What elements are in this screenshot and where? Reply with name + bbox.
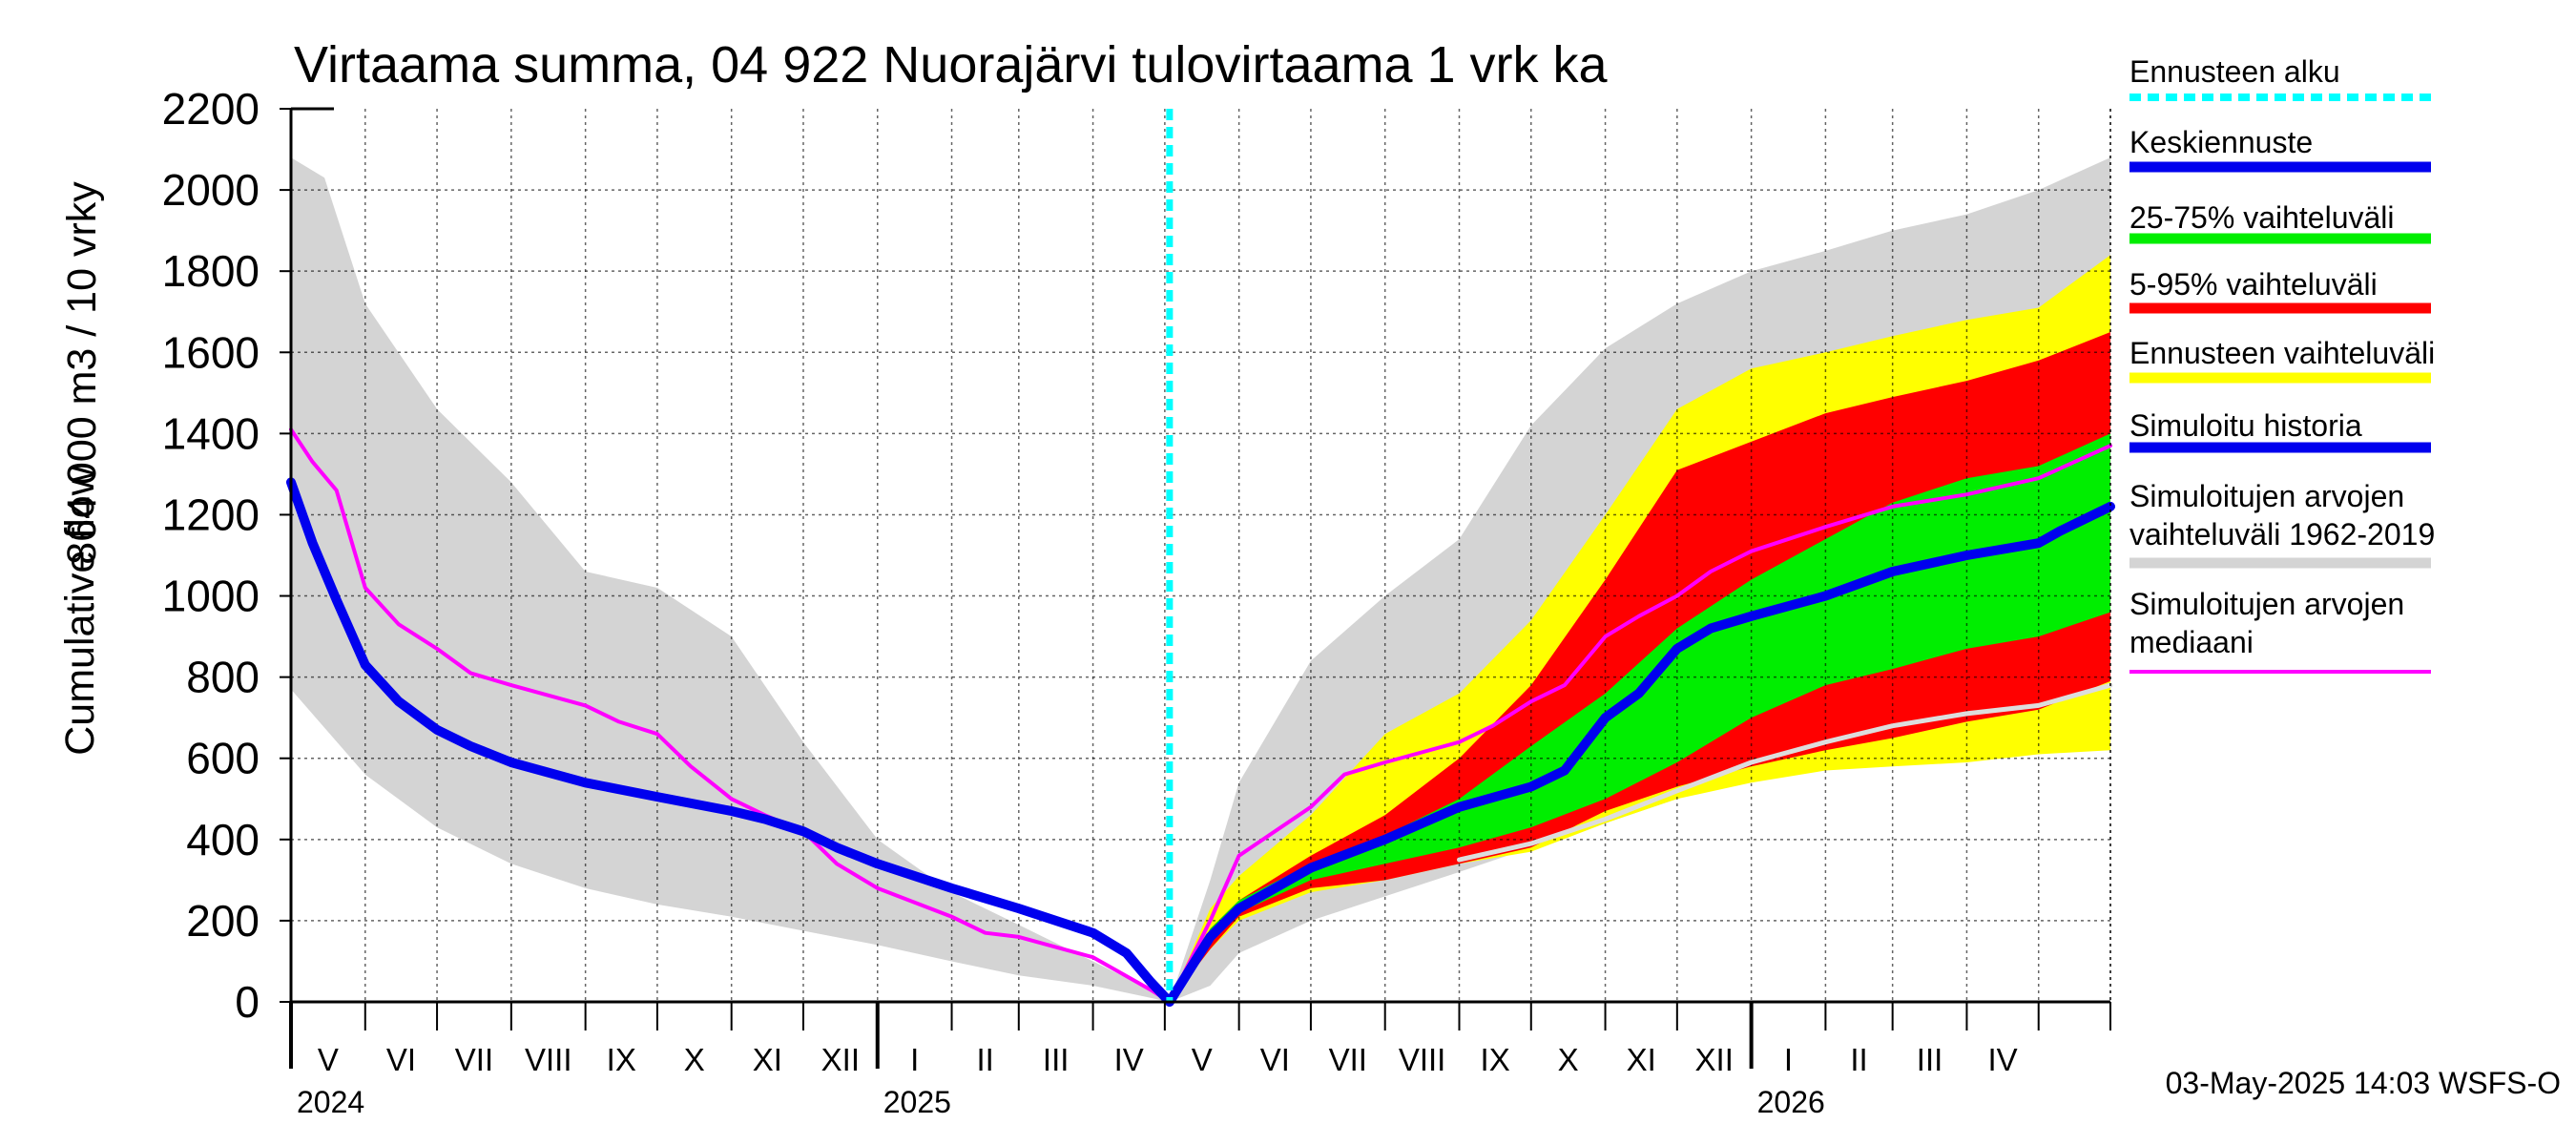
month-label: IX bbox=[607, 1042, 636, 1077]
legend-label: Simuloitujen arvojen bbox=[2129, 587, 2404, 621]
y-tick-label: 1600 bbox=[162, 327, 260, 377]
month-label: X bbox=[1558, 1042, 1579, 1077]
month-label: VIII bbox=[1399, 1042, 1446, 1077]
legend-item: Ennusteen alku bbox=[2129, 54, 2431, 101]
line-sim-median bbox=[289, 427, 2112, 1004]
y-tick-label: 1400 bbox=[162, 408, 260, 458]
legend-label: Simuloitu historia bbox=[2129, 408, 2362, 443]
legend-label: Simuloitujen arvojen bbox=[2129, 479, 2404, 513]
month-label: VIII bbox=[525, 1042, 572, 1077]
month-label: II bbox=[976, 1042, 993, 1077]
month-label: XI bbox=[753, 1042, 782, 1077]
legend-item: Simuloitujen arvojen vaihteluväli 1962-20… bbox=[2129, 479, 2435, 569]
chart-title: Virtaama summa, 04 922 Nuorajärvi tulovi… bbox=[294, 36, 1609, 94]
y-tick-label: 2000 bbox=[162, 165, 260, 215]
legend-label: Keskiennuste bbox=[2129, 125, 2313, 159]
gridlines bbox=[291, 109, 2110, 1002]
y-axis-label-outer: 864 000 m3 / 10 vrky bbox=[59, 181, 105, 565]
series-lines bbox=[286, 427, 2115, 1007]
month-label: XI bbox=[1627, 1042, 1656, 1077]
month-label: VI bbox=[1260, 1042, 1290, 1077]
month-label: IX bbox=[1481, 1042, 1510, 1077]
month-label: IV bbox=[1114, 1042, 1144, 1077]
month-label: III bbox=[1917, 1042, 1943, 1077]
month-label: III bbox=[1043, 1042, 1070, 1077]
month-label: IV bbox=[1987, 1042, 2017, 1077]
year-label: 2026 bbox=[1757, 1085, 1825, 1119]
y-tick-label: 1200 bbox=[162, 489, 260, 539]
year-labels: 2024 2025 2026 bbox=[297, 1085, 1825, 1119]
legend: Ennusteen alku Keskiennuste 25-75% vaihtel… bbox=[2129, 54, 2435, 674]
legend-label: Ennusteen vaihteluväli bbox=[2129, 336, 2435, 370]
month-label: II bbox=[1850, 1042, 1867, 1077]
legend-item: Ennusteen vaihteluväli bbox=[2129, 336, 2435, 384]
month-label: X bbox=[684, 1042, 705, 1077]
month-label: VII bbox=[1329, 1042, 1367, 1077]
month-label: VII bbox=[455, 1042, 493, 1077]
legend-item: Simuloitujen arvojen mediaani bbox=[2129, 587, 2431, 674]
y-tick-label: 1000 bbox=[162, 572, 260, 621]
y-tick-label: 800 bbox=[186, 653, 260, 702]
month-label: VI bbox=[386, 1042, 416, 1077]
legend-item: 5-95% vaihteluväli bbox=[2129, 267, 2431, 314]
axes bbox=[289, 107, 2111, 1004]
line-sim-history bbox=[286, 477, 1174, 1007]
line-mean-forecast bbox=[1164, 501, 2115, 1007]
legend-item: Keskiennuste bbox=[2129, 125, 2431, 173]
legend-label: Ennusteen alku bbox=[2129, 54, 2340, 89]
legend-label: 5-95% vaihteluväli bbox=[2129, 267, 2378, 302]
y-tick-label: 600 bbox=[186, 734, 260, 783]
year-label: 2024 bbox=[297, 1085, 364, 1119]
y-axis-label-inner: Cumulative flow bbox=[57, 465, 103, 755]
y-ticks: 0 200 400 600 800 1000 1200 1400 1600 1800 2000 220… bbox=[162, 84, 291, 1027]
year-label: 2025 bbox=[883, 1085, 951, 1119]
legend-item: Simuloitu historia bbox=[2129, 408, 2431, 453]
legend-item: 25-75% vaihteluväli bbox=[2129, 200, 2431, 244]
y-tick-label: 1800 bbox=[162, 246, 260, 296]
y-tick-label: 2200 bbox=[162, 84, 260, 134]
timestamp: 03-May-2025 14:03 WSFS-O bbox=[2166, 1066, 2561, 1100]
legend-label: 25-75% vaihteluväli bbox=[2129, 200, 2395, 235]
line-hist-median-white bbox=[1457, 682, 2113, 863]
month-label: I bbox=[910, 1042, 919, 1077]
y-tick-label: 0 bbox=[235, 977, 260, 1027]
legend-label: vaihteluväli 1962-2019 bbox=[2129, 517, 2435, 552]
month-labels: V VI VII VIII IX X XI XII I II III IV V VI VII VIII IX X X… bbox=[289, 1002, 2111, 1077]
month-label: V bbox=[1192, 1042, 1213, 1077]
month-label: I bbox=[1784, 1042, 1793, 1077]
month-label: XII bbox=[1695, 1042, 1734, 1077]
legend-label: mediaani bbox=[2129, 625, 2254, 659]
month-label: XII bbox=[821, 1042, 860, 1077]
month-label: V bbox=[318, 1042, 339, 1077]
y-tick-label: 200 bbox=[186, 896, 260, 946]
y-tick-label: 400 bbox=[186, 815, 260, 864]
